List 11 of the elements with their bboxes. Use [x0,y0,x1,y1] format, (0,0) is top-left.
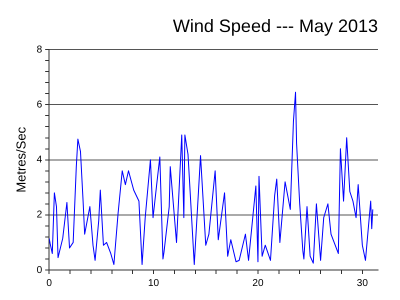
y-tick-label: 4 [36,154,43,166]
y-tick-label: 8 [36,44,43,56]
y-tick-label: 6 [36,99,43,110]
y-axis-title: Metres/Sec [13,126,28,193]
x-tick-label: 10 [148,278,160,289]
y-tick-label: 0 [36,264,43,276]
chart-title: Wind Speed --- May 2013 [172,16,378,36]
x-tick-label: 0 [46,278,52,289]
x-tick-label: 30 [356,278,368,289]
y-tick-label: 2 [36,210,43,221]
x-tick-label: 20 [252,278,264,289]
